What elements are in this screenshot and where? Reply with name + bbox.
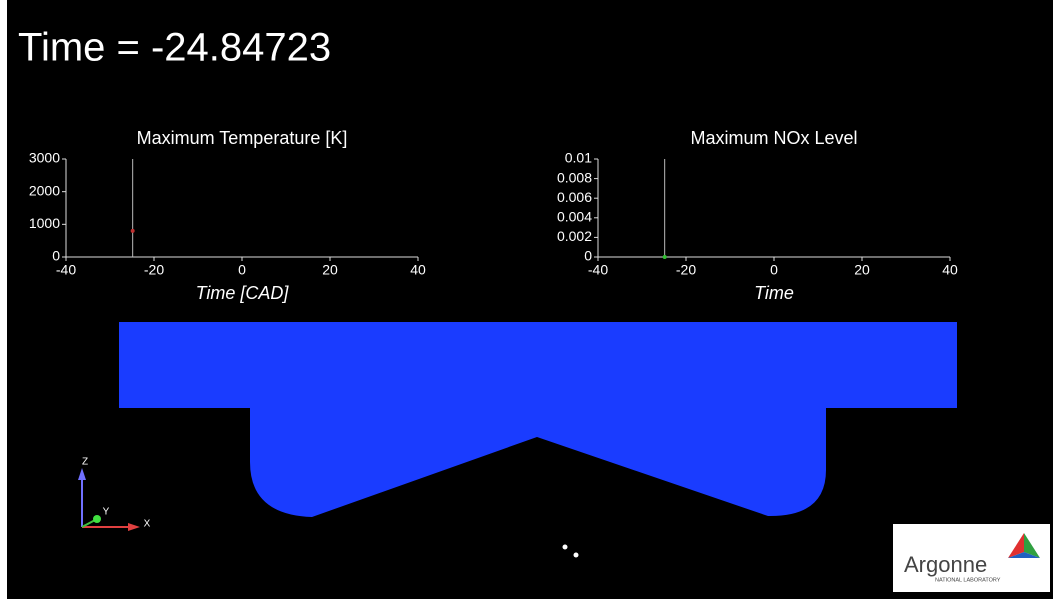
x-tick-label: 20 <box>854 262 870 278</box>
logo: Argonne NATIONAL LABORATORY <box>893 524 1050 592</box>
y-tick-label: 2000 <box>29 182 60 198</box>
y-tick-label: 1000 <box>29 215 60 231</box>
y-tick-label: 0.008 <box>557 169 592 185</box>
y-label: Y <box>103 507 110 518</box>
x-tick-label: 40 <box>410 262 426 278</box>
x-tick-label: -20 <box>144 262 164 278</box>
frame: Time = -24.84723 Z Y X Argonne NATIONAL … <box>0 0 1053 599</box>
time-label: Time = -24.84723 <box>18 26 331 70</box>
data-point <box>663 255 667 259</box>
x-tick-label: 0 <box>238 262 246 278</box>
x-tick-label: -20 <box>676 262 696 278</box>
x-tick-label: 20 <box>322 262 338 278</box>
particle <box>563 545 568 550</box>
x-tick-label: -40 <box>588 262 608 278</box>
x-label: X <box>144 519 151 530</box>
x-axis-label: Time [CAD] <box>196 283 290 303</box>
x-tick-label: 0 <box>770 262 778 278</box>
logo-subtitle: NATIONAL LABORATORY <box>935 577 1001 583</box>
y-arrow <box>93 515 101 523</box>
left-border <box>0 0 7 599</box>
chart-title: Maximum NOx Level <box>690 128 857 148</box>
x-tick-label: 40 <box>942 262 958 278</box>
y-tick-label: 0.002 <box>557 228 592 244</box>
logo-name: Argonne <box>904 552 987 577</box>
background <box>0 0 1053 599</box>
y-tick-label: 0.01 <box>565 150 592 166</box>
y-tick-label: 3000 <box>29 150 60 166</box>
data-point <box>131 229 135 233</box>
x-tick-label: -40 <box>56 262 76 278</box>
y-tick-label: 0.004 <box>557 209 592 225</box>
z-label: Z <box>82 457 88 468</box>
chart-title: Maximum Temperature [K] <box>137 128 348 148</box>
x-axis-label: Time <box>754 283 794 303</box>
y-tick-label: 0.006 <box>557 189 592 205</box>
particle <box>574 553 579 558</box>
